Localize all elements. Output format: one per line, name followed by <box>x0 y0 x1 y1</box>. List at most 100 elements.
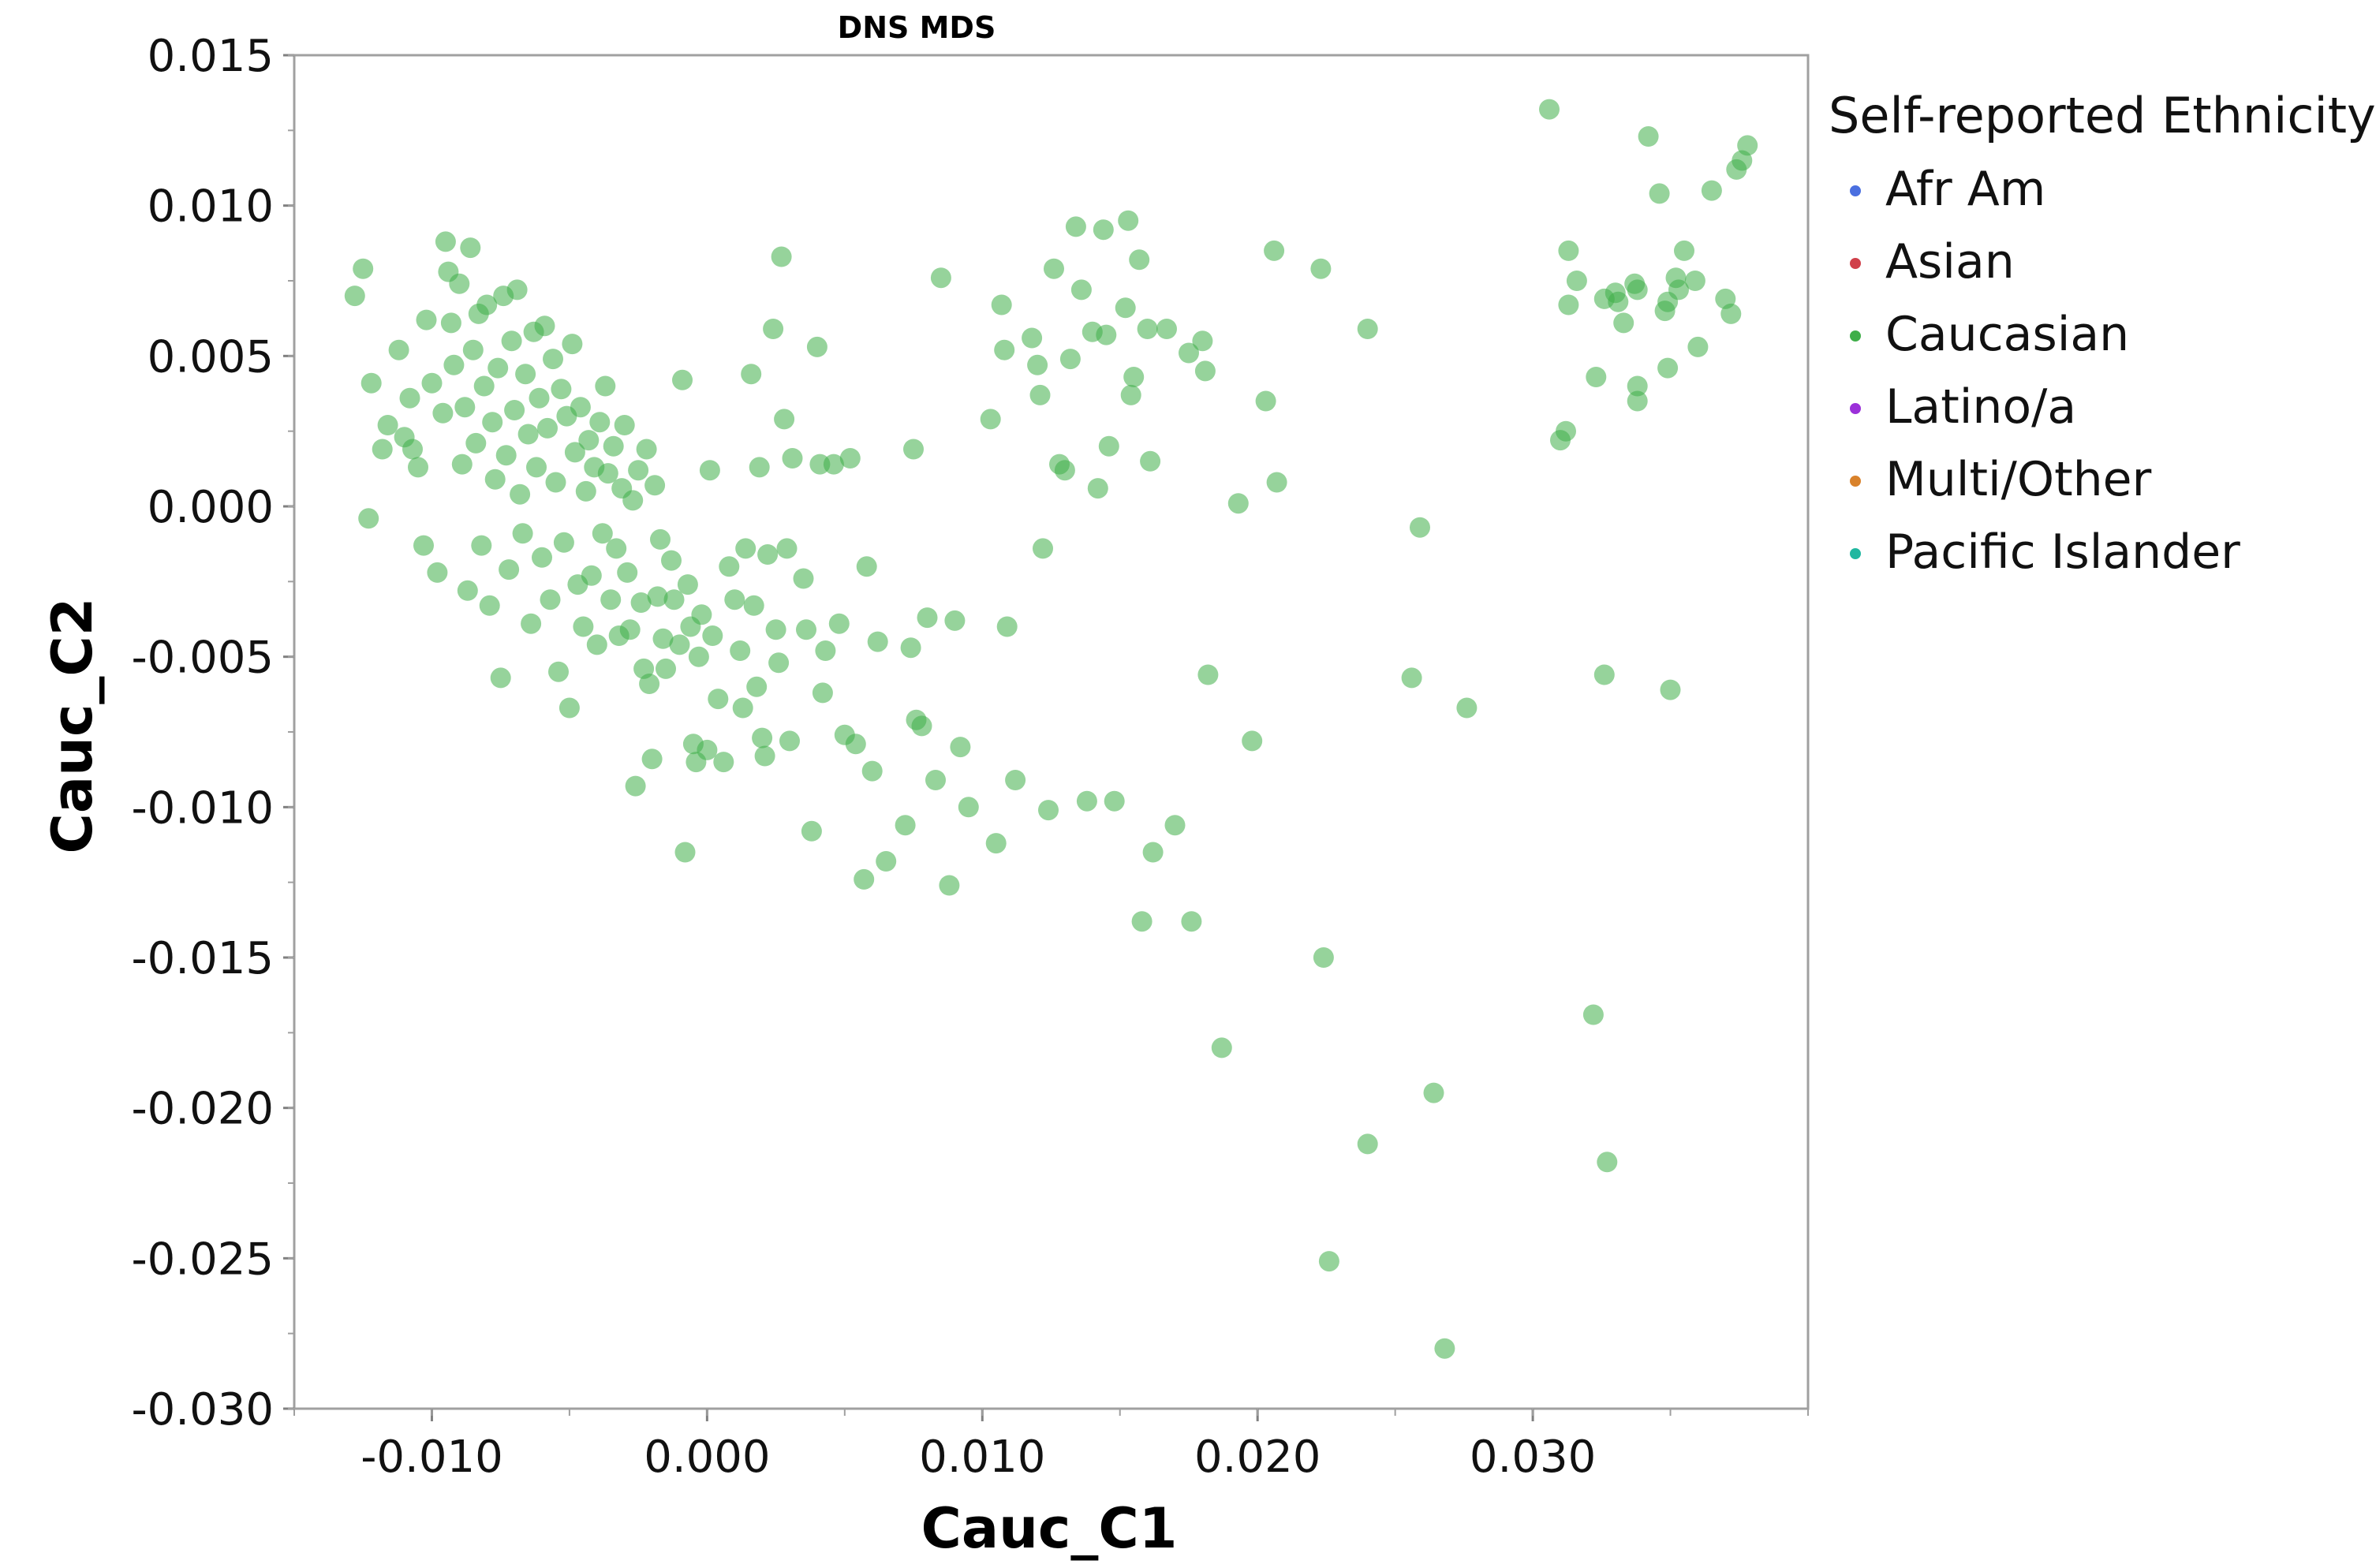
data-point <box>644 475 666 496</box>
data-point <box>1027 354 1048 375</box>
data-point <box>1104 790 1125 812</box>
data-point <box>1357 319 1378 339</box>
x-tick-label: 0.010 <box>919 1432 1045 1483</box>
data-point <box>776 538 798 559</box>
y-tick-label: 0.010 <box>148 181 274 233</box>
data-point <box>1608 291 1629 312</box>
data-point <box>697 739 718 760</box>
data-point <box>1558 240 1579 261</box>
data-point <box>1118 210 1139 231</box>
data-point <box>1059 349 1081 370</box>
data-point <box>663 589 685 610</box>
data-point <box>958 797 979 818</box>
data-point <box>553 532 574 553</box>
data-point <box>432 402 454 424</box>
data-point <box>917 607 938 629</box>
data-point <box>488 357 509 379</box>
data-point <box>639 674 660 694</box>
data-point <box>688 646 709 667</box>
y-axis: 0.015 0.010 0.005 0.000 -0.005 -0.010 -0.015 -0… <box>131 31 294 1435</box>
data-point <box>1131 911 1153 932</box>
data-point <box>1401 667 1422 689</box>
data-point <box>581 565 602 586</box>
data-point <box>1657 357 1679 379</box>
data-point <box>641 749 663 770</box>
data-point <box>1593 664 1615 685</box>
y-tick-label: -0.025 <box>131 1234 274 1285</box>
legend-marker <box>1850 330 1861 342</box>
data-point <box>573 616 594 637</box>
data-point <box>625 775 646 797</box>
data-point <box>606 538 627 559</box>
data-point <box>652 628 674 649</box>
data-point <box>719 556 740 577</box>
data-point <box>622 490 644 511</box>
legend-title: Self-reported Ethnicity <box>1829 87 2376 144</box>
data-point <box>1194 360 1216 382</box>
data-point <box>903 439 924 460</box>
data-point <box>630 592 652 613</box>
data-point <box>1456 697 1478 719</box>
data-point <box>939 875 960 896</box>
data-point <box>482 412 503 433</box>
data-point <box>543 349 563 370</box>
data-point <box>1242 730 1263 752</box>
y-axis-title: Cauc_C2 <box>40 597 105 853</box>
data-point <box>1318 1251 1339 1272</box>
data-point <box>1044 258 1064 279</box>
data-point <box>1120 384 1141 405</box>
data-point <box>1054 460 1075 481</box>
data-point <box>771 246 792 267</box>
data-point <box>614 415 635 435</box>
legend-marker <box>1850 548 1861 559</box>
data-point <box>1197 664 1219 685</box>
data-point <box>796 619 816 640</box>
data-point <box>782 448 803 469</box>
data-point <box>732 697 753 719</box>
data-point <box>1434 1338 1455 1359</box>
data-point <box>749 457 770 478</box>
data-point <box>515 364 536 385</box>
data-point <box>930 267 951 289</box>
x-tick-label: 0.030 <box>1470 1432 1596 1483</box>
data-point <box>708 689 729 710</box>
data-point <box>1687 336 1709 357</box>
data-point <box>617 562 638 583</box>
data-point <box>440 312 461 334</box>
data-point <box>589 412 611 433</box>
data-point <box>548 661 569 682</box>
data-point <box>1211 1037 1232 1058</box>
data-point <box>1310 258 1332 279</box>
x-tick-label: -0.010 <box>361 1432 503 1483</box>
data-point <box>1181 911 1202 932</box>
data-point <box>1674 240 1694 261</box>
data-point <box>1022 327 1043 349</box>
data-point <box>950 737 971 758</box>
data-point <box>741 364 762 385</box>
data-point <box>672 369 693 390</box>
data-point <box>559 697 580 719</box>
y-tick-label: -0.005 <box>131 633 274 684</box>
x-axis-title: Cauc_C1 <box>921 1496 1177 1561</box>
data-point <box>752 727 773 749</box>
data-point <box>358 508 379 529</box>
data-point <box>1266 472 1287 493</box>
data-point <box>1566 271 1587 291</box>
data-point <box>895 815 916 836</box>
data-point <box>876 851 897 872</box>
data-point <box>1410 517 1430 538</box>
data-point <box>1142 842 1164 863</box>
data-points <box>344 99 1758 1359</box>
data-point <box>1597 1152 1618 1173</box>
data-point <box>1627 375 1648 397</box>
data-point <box>1227 493 1249 514</box>
data-point <box>1737 135 1758 156</box>
data-point <box>361 372 382 394</box>
y-tick-label: 0.000 <box>148 482 274 533</box>
data-point <box>1613 312 1634 334</box>
data-point <box>1096 324 1117 345</box>
data-point <box>661 550 682 571</box>
data-point <box>713 752 734 773</box>
y-tick-label: -0.010 <box>131 782 274 834</box>
data-point <box>1586 367 1607 387</box>
